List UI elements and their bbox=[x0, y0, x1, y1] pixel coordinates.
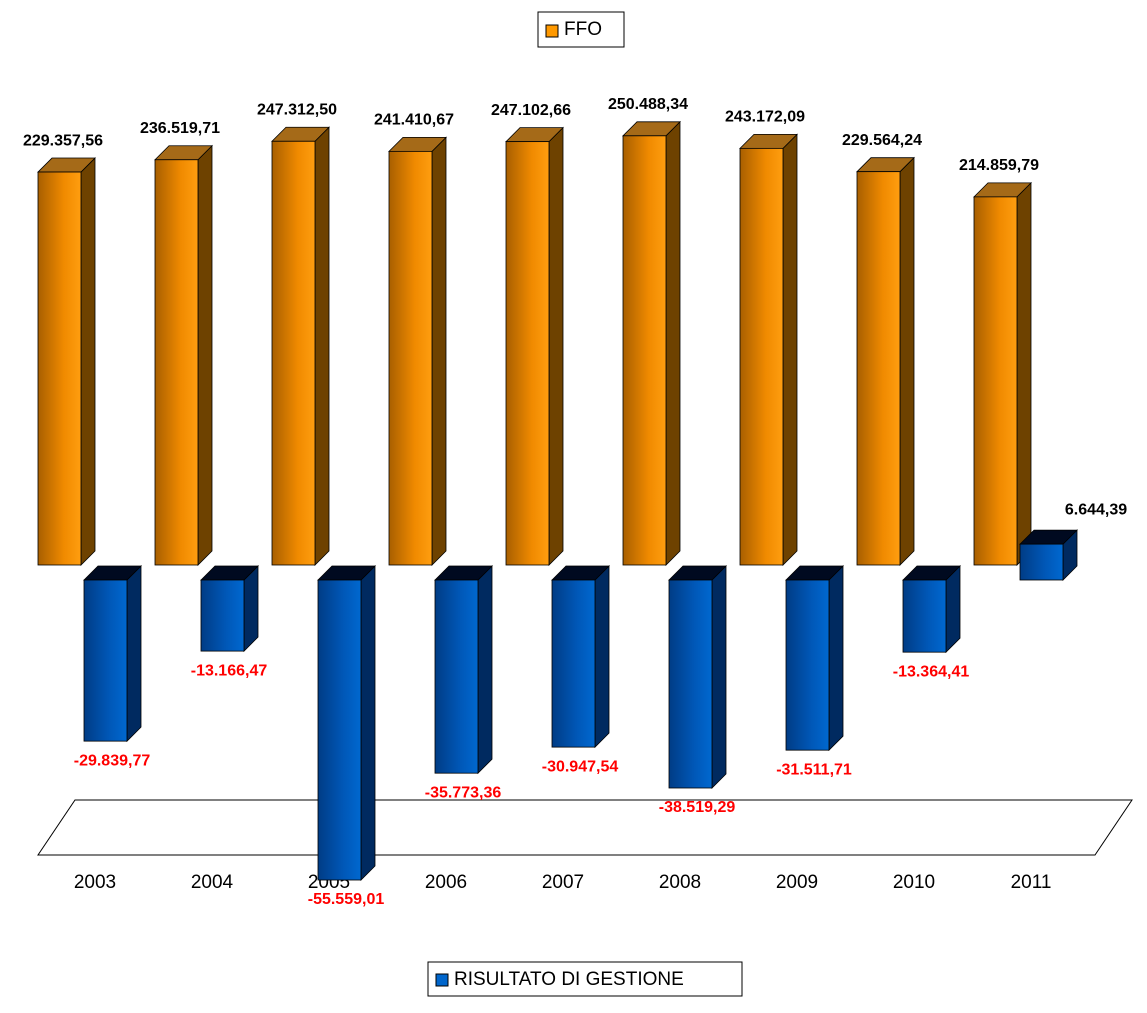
bar bbox=[1019, 543, 1064, 581]
data-label: 241.410,67 bbox=[374, 112, 454, 129]
bar bbox=[505, 141, 550, 566]
bar bbox=[271, 140, 316, 566]
bar-side bbox=[197, 144, 213, 566]
bar-side bbox=[828, 565, 844, 752]
floor bbox=[37, 799, 1133, 856]
bar bbox=[739, 147, 784, 566]
bar-side bbox=[548, 126, 564, 566]
bar bbox=[83, 579, 128, 742]
data-label: 214.859,79 bbox=[959, 157, 1039, 174]
data-label: -38.519,29 bbox=[659, 799, 736, 816]
data-label: 229.357,56 bbox=[23, 132, 103, 149]
x-tick-label: 2010 bbox=[893, 872, 935, 893]
x-tick-label: 2003 bbox=[74, 872, 116, 893]
bar-side bbox=[360, 565, 376, 881]
bar bbox=[668, 579, 713, 789]
data-label: 247.102,66 bbox=[491, 102, 571, 119]
bar bbox=[388, 150, 433, 566]
legend-label: RISULTATO DI GESTIONE bbox=[454, 969, 684, 990]
bar-side bbox=[899, 156, 915, 566]
data-label: 250.488,34 bbox=[608, 96, 688, 113]
x-tick-label: 2008 bbox=[659, 872, 701, 893]
data-label: -55.559,01 bbox=[308, 891, 385, 908]
data-label: -31.511,71 bbox=[776, 761, 852, 778]
bar-side bbox=[80, 157, 96, 566]
bar bbox=[622, 135, 667, 566]
data-label: 229.564,24 bbox=[842, 132, 922, 149]
bar-side bbox=[1016, 181, 1032, 566]
bar-side bbox=[782, 133, 798, 566]
x-tick-label: 2011 bbox=[1011, 872, 1052, 893]
legend-label: FFO bbox=[564, 19, 602, 40]
bar-side bbox=[945, 565, 961, 654]
data-label: -13.166,47 bbox=[191, 662, 268, 679]
data-label: -30.947,54 bbox=[542, 758, 619, 775]
bar-side bbox=[594, 565, 610, 749]
bar bbox=[154, 159, 199, 566]
bar-side bbox=[243, 565, 259, 653]
bar-side bbox=[665, 120, 681, 566]
data-label: 236.519,71 bbox=[140, 120, 220, 137]
data-label: 6.644,39 bbox=[1065, 501, 1127, 518]
bar bbox=[37, 171, 82, 566]
x-tick-label: 2007 bbox=[542, 872, 584, 893]
bar bbox=[551, 579, 596, 748]
x-tick-label: 2004 bbox=[191, 872, 234, 893]
data-label: 243.172,09 bbox=[725, 109, 805, 126]
x-tick-label: 2006 bbox=[425, 872, 467, 893]
bar-side bbox=[314, 126, 330, 566]
bar bbox=[317, 579, 362, 881]
bar bbox=[973, 196, 1018, 566]
bar bbox=[200, 579, 245, 652]
plot: 2003 229.357,56 -29.839,77 2004 236.519,71 -1… bbox=[23, 96, 1127, 908]
data-label: -29.839,77 bbox=[74, 752, 151, 769]
bar bbox=[785, 579, 830, 751]
bar-side bbox=[431, 136, 447, 566]
legend-box bbox=[427, 961, 743, 997]
bar bbox=[902, 579, 947, 653]
legend-bottom: RISULTATO DI GESTIONE bbox=[427, 961, 743, 997]
bar bbox=[434, 579, 479, 774]
x-tick-label: 2009 bbox=[776, 872, 818, 893]
bar-side bbox=[711, 565, 727, 789]
data-label: 247.312,50 bbox=[257, 101, 337, 118]
legend-swatch bbox=[435, 973, 449, 987]
legend-swatch bbox=[545, 24, 559, 38]
legend-top: FFO bbox=[537, 11, 625, 48]
bar bbox=[856, 171, 901, 566]
bar-side bbox=[126, 565, 142, 743]
data-label: -13.364,41 bbox=[893, 663, 970, 680]
data-label: -35.773,36 bbox=[425, 784, 502, 801]
bar-side bbox=[477, 565, 493, 775]
